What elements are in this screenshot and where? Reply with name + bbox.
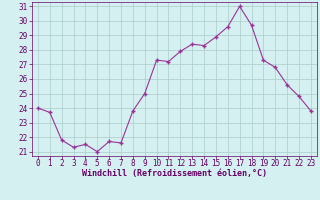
X-axis label: Windchill (Refroidissement éolien,°C): Windchill (Refroidissement éolien,°C): [82, 169, 267, 178]
